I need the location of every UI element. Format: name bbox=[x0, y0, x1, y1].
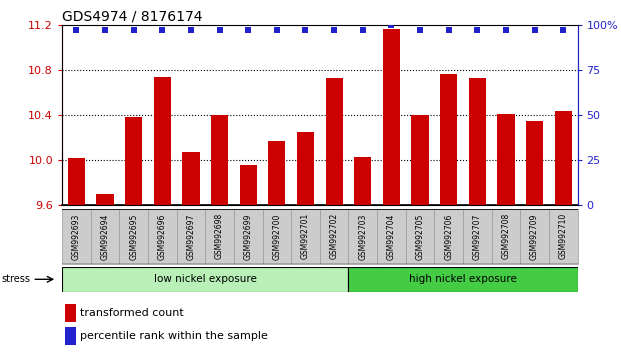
Point bbox=[301, 27, 310, 33]
Text: GSM992698: GSM992698 bbox=[215, 213, 224, 259]
Text: GSM992700: GSM992700 bbox=[273, 213, 281, 259]
Point bbox=[157, 27, 167, 33]
Text: GSM992704: GSM992704 bbox=[387, 213, 396, 259]
Bar bbox=[325, 78, 343, 205]
FancyBboxPatch shape bbox=[320, 209, 348, 264]
FancyBboxPatch shape bbox=[91, 209, 119, 264]
Text: GSM992705: GSM992705 bbox=[415, 213, 425, 259]
Text: GSM992702: GSM992702 bbox=[330, 213, 338, 259]
FancyBboxPatch shape bbox=[434, 209, 463, 264]
Bar bbox=[96, 194, 114, 205]
Point bbox=[358, 27, 368, 33]
Bar bbox=[125, 117, 142, 205]
Text: transformed count: transformed count bbox=[80, 308, 184, 318]
Point bbox=[473, 27, 483, 33]
Point bbox=[386, 22, 396, 28]
Text: percentile rank within the sample: percentile rank within the sample bbox=[80, 331, 268, 341]
Text: GSM992694: GSM992694 bbox=[101, 213, 109, 259]
Bar bbox=[526, 121, 543, 205]
Text: GSM992708: GSM992708 bbox=[501, 213, 510, 259]
Point bbox=[443, 27, 453, 33]
FancyBboxPatch shape bbox=[206, 209, 234, 264]
Point bbox=[71, 27, 81, 33]
Point bbox=[415, 27, 425, 33]
Point bbox=[243, 27, 253, 33]
Point bbox=[530, 27, 540, 33]
Bar bbox=[154, 77, 171, 205]
Text: GSM992695: GSM992695 bbox=[129, 213, 138, 259]
Text: GSM992706: GSM992706 bbox=[444, 213, 453, 259]
Text: GSM992709: GSM992709 bbox=[530, 213, 539, 259]
FancyBboxPatch shape bbox=[234, 209, 263, 264]
Text: GSM992703: GSM992703 bbox=[358, 213, 367, 259]
Point bbox=[272, 27, 282, 33]
Bar bbox=[440, 74, 457, 205]
Point bbox=[186, 27, 196, 33]
Bar bbox=[268, 141, 286, 205]
Bar bbox=[62, 267, 348, 292]
Text: GSM992697: GSM992697 bbox=[186, 213, 196, 259]
Bar bbox=[65, 304, 76, 321]
Bar bbox=[65, 327, 76, 345]
Point bbox=[329, 27, 339, 33]
FancyBboxPatch shape bbox=[492, 209, 520, 264]
Text: GDS4974 / 8176174: GDS4974 / 8176174 bbox=[62, 10, 202, 24]
Bar bbox=[555, 110, 572, 205]
FancyBboxPatch shape bbox=[176, 209, 206, 264]
Text: high nickel exposure: high nickel exposure bbox=[409, 274, 517, 284]
Text: GSM992701: GSM992701 bbox=[301, 213, 310, 259]
Point bbox=[100, 27, 110, 33]
Point bbox=[501, 27, 511, 33]
Point bbox=[215, 27, 225, 33]
Text: GSM992699: GSM992699 bbox=[243, 213, 253, 259]
Text: GSM992696: GSM992696 bbox=[158, 213, 167, 259]
FancyBboxPatch shape bbox=[377, 209, 406, 264]
FancyBboxPatch shape bbox=[291, 209, 320, 264]
Bar bbox=[211, 115, 228, 205]
FancyBboxPatch shape bbox=[263, 209, 291, 264]
Point bbox=[558, 27, 568, 33]
Text: GSM992710: GSM992710 bbox=[559, 213, 568, 259]
FancyBboxPatch shape bbox=[348, 209, 377, 264]
Text: GSM992693: GSM992693 bbox=[72, 213, 81, 259]
Bar bbox=[354, 157, 371, 205]
Bar bbox=[497, 114, 515, 205]
Text: GSM992707: GSM992707 bbox=[473, 213, 482, 259]
FancyBboxPatch shape bbox=[62, 209, 91, 264]
Text: low nickel exposure: low nickel exposure bbox=[154, 274, 256, 284]
FancyBboxPatch shape bbox=[520, 209, 549, 264]
Text: stress: stress bbox=[1, 274, 30, 284]
FancyBboxPatch shape bbox=[148, 209, 176, 264]
Bar bbox=[183, 152, 199, 205]
Point bbox=[129, 27, 138, 33]
Bar bbox=[412, 115, 428, 205]
FancyBboxPatch shape bbox=[549, 209, 578, 264]
Bar bbox=[383, 29, 400, 205]
FancyBboxPatch shape bbox=[463, 209, 492, 264]
Bar bbox=[469, 78, 486, 205]
Bar bbox=[348, 267, 578, 292]
FancyBboxPatch shape bbox=[119, 209, 148, 264]
FancyBboxPatch shape bbox=[406, 209, 434, 264]
Bar bbox=[68, 158, 85, 205]
Bar bbox=[297, 132, 314, 205]
Bar bbox=[240, 165, 257, 205]
